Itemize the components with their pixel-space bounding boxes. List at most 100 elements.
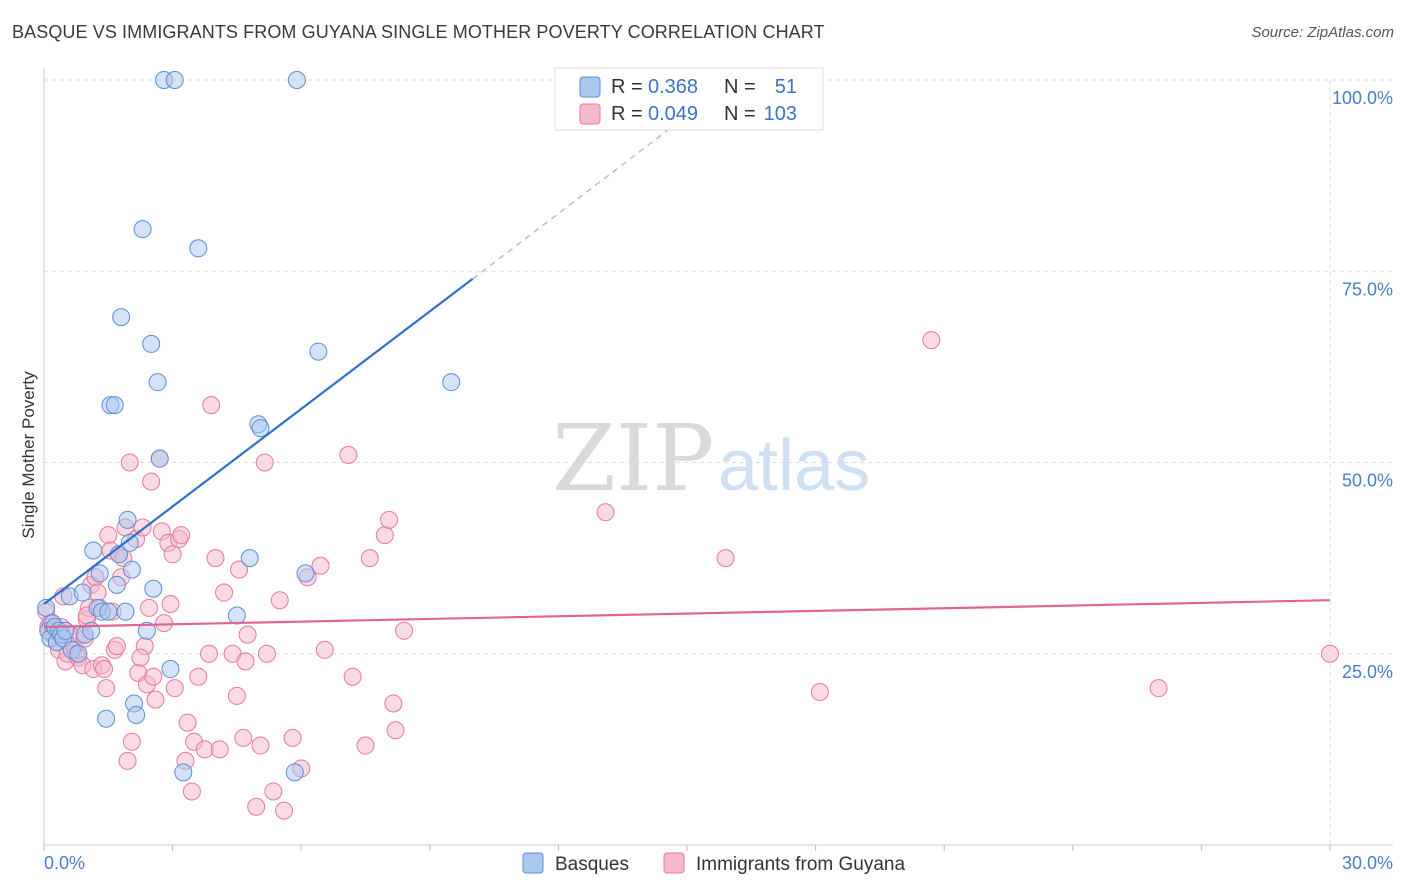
basques-point-21 [99, 602, 118, 621]
basques-point-32 [137, 621, 156, 640]
guyana-point-58 [182, 782, 201, 801]
guyana-point-78 [270, 591, 289, 610]
y-tick-label-1: 50.0% [1342, 471, 1393, 491]
guyana-point-72 [238, 625, 257, 644]
basques-point-18 [90, 564, 109, 583]
trend-lines [43, 98, 1331, 629]
guyana-point-44 [142, 472, 161, 491]
guyana-point-37 [122, 732, 141, 751]
y-tick-label-0: 25.0% [1342, 662, 1393, 682]
legend-item-basques-swatch [522, 852, 544, 874]
legend-n-label-guyana: N = [724, 103, 756, 125]
x-tick-label-min: 0.0% [44, 853, 85, 873]
chart-title: BASQUE VS IMMIGRANTS FROM GUYANA SINGLE … [12, 22, 825, 42]
guyana-point-66 [215, 583, 234, 602]
guyana-point-64 [206, 549, 225, 568]
basques-point-30 [127, 705, 146, 724]
guyana-point-76 [257, 644, 276, 663]
guyana-point-90 [380, 510, 399, 529]
legend-r-value-basques: 0.368 [648, 76, 698, 98]
x-tick-marks [43, 845, 1331, 851]
legend-n-label-basques: N = [724, 76, 756, 98]
guyana-point-62 [200, 644, 219, 663]
basques-point-50 [309, 342, 328, 361]
guyana-point-51 [161, 595, 180, 614]
watermark-zip: ZIP [552, 405, 714, 512]
x-tick-label-max: 30.0% [1342, 853, 1393, 873]
basques-point-35 [148, 373, 167, 392]
basques-point-49 [296, 564, 315, 583]
basques-point-28 [122, 560, 141, 579]
y-axis-label: Single Mother Poverty [19, 371, 38, 539]
legend-r-label-guyana: R = [611, 103, 643, 125]
guyana-point-43 [140, 598, 159, 617]
guyana-point-86 [343, 667, 362, 686]
guyana-point-30 [107, 637, 126, 656]
guyana-point-80 [283, 728, 302, 747]
y-tick-labels: 25.0% 50.0% 75.0% 100.0% [1332, 88, 1393, 682]
basques-point-9 [56, 621, 75, 640]
y-tick-label-2: 75.0% [1342, 279, 1393, 299]
legend-swatch-basques [579, 76, 601, 98]
guyana-point-92 [386, 721, 405, 740]
guyana-point-61 [195, 740, 214, 759]
guyana-point-60 [189, 667, 208, 686]
guyana-point-87 [356, 736, 375, 755]
guyana-point-36 [120, 453, 139, 472]
basques-point-25 [116, 602, 135, 621]
basques-point-38 [165, 71, 184, 89]
legend-item-guyana-swatch [663, 852, 685, 874]
guyana-point-73 [247, 797, 266, 816]
guyana-point-98 [1149, 679, 1168, 698]
source-credit: Source: ZipAtlas.com [1251, 24, 1394, 41]
guyana-point-46 [146, 690, 165, 709]
basques-point-13 [73, 583, 92, 602]
legend-item-guyana-label: Immigrants from Guyana [696, 854, 905, 875]
guyana-point-93 [395, 621, 414, 640]
series-legend: Basques Immigrants from Guyana [522, 852, 905, 875]
guyana-point-53 [165, 679, 184, 698]
basques-point-44 [227, 606, 246, 625]
guyana-point-99 [1321, 644, 1339, 663]
legend-n-value-basques: 51 [775, 76, 797, 98]
basques-point-40 [174, 763, 193, 782]
basques-point-16 [84, 541, 103, 560]
guyana-point-77 [264, 782, 283, 801]
guyana-point-71 [236, 652, 255, 671]
watermark: ZIP atlas [552, 405, 870, 512]
axes [43, 68, 1393, 846]
legend-item-basques-label: Basques [555, 854, 629, 875]
guyana-point-70 [234, 728, 253, 747]
legend-swatch-guyana [579, 103, 601, 125]
basques-point-0 [37, 598, 56, 617]
guyana-point-94 [596, 503, 615, 522]
basques-point-33 [142, 334, 161, 353]
basques-point-39 [161, 660, 180, 679]
basques-point-47 [251, 419, 270, 438]
guyana-point-24 [95, 660, 114, 679]
trend-line-basques [43, 278, 474, 605]
guyana-point-21 [88, 583, 107, 602]
guyana-point-45 [144, 667, 163, 686]
watermark-atlas: atlas [718, 426, 870, 506]
guyana-point-75 [255, 453, 274, 472]
guyana-point-102 [131, 648, 150, 667]
guyana-point-95 [716, 549, 735, 568]
guyana-point-68 [227, 686, 246, 705]
basques-point-52 [285, 763, 304, 782]
guyana-point-79 [275, 801, 294, 820]
basques-point-22 [107, 575, 126, 594]
guyana-point-85 [339, 445, 358, 464]
guyana-point-83 [311, 556, 330, 575]
legend-r-label-basques: R = [611, 76, 643, 98]
guyana-point-55 [172, 526, 191, 545]
guyana-point-52 [163, 545, 182, 564]
guyana-point-63 [202, 396, 221, 415]
guyana-point-69 [230, 560, 249, 579]
guyana-point-25 [97, 679, 116, 698]
y-tick-label-3: 100.0% [1332, 88, 1393, 108]
guyana-point-91 [384, 694, 403, 713]
legend-n-value-guyana: 103 [764, 103, 797, 125]
basques-point-12 [69, 644, 88, 663]
